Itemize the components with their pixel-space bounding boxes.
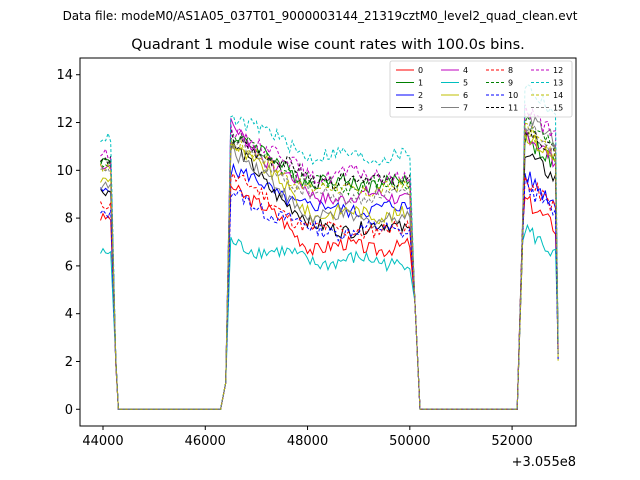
- series-line-5: [100, 223, 559, 410]
- series-line-3: [100, 140, 559, 410]
- legend-label-7: 7: [463, 104, 468, 113]
- series-line-8: [100, 172, 559, 410]
- series-line-4: [100, 118, 559, 410]
- series-line-11: [100, 127, 559, 410]
- legend-label-10: 10: [508, 91, 518, 100]
- x-axis: 44000 46000 48000 50000 52000: [82, 426, 533, 449]
- legend-label-1: 1: [418, 79, 423, 88]
- legend-label-12: 12: [553, 66, 563, 75]
- x-tick-label: 52000: [491, 434, 532, 449]
- x-offset-label: +3.055e8: [512, 455, 576, 470]
- figure-suptitle: Data file: modeM0/AS1A05_037T01_90000031…: [63, 9, 578, 23]
- legend-label-5: 5: [463, 79, 468, 88]
- legend-label-4: 4: [463, 66, 468, 75]
- series-line-12: [100, 104, 559, 410]
- y-tick-label: 0: [65, 403, 73, 418]
- legend-label-14: 14: [553, 91, 563, 100]
- y-tick-label: 4: [65, 307, 73, 322]
- series-line-2: [100, 162, 559, 410]
- y-axis: 0 2 4 6 8 10 12 14: [56, 68, 80, 418]
- series-line-6: [100, 129, 559, 410]
- plot-frame: [79, 57, 577, 427]
- chart-title: Quadrant 1 module wise count rates with …: [131, 37, 525, 53]
- x-tick-label: 48000: [287, 434, 328, 449]
- legend-label-8: 8: [508, 66, 513, 75]
- series-line-7: [100, 112, 559, 410]
- x-tick-label: 44000: [82, 434, 123, 449]
- legend-label-3: 3: [418, 104, 423, 113]
- legend-label-9: 9: [508, 79, 513, 88]
- legend-box: [389, 60, 573, 118]
- y-tick-label: 10: [56, 164, 73, 179]
- legend-label-6: 6: [463, 91, 468, 100]
- series-line-1: [100, 131, 559, 410]
- legend-label-2: 2: [418, 91, 423, 100]
- series-lines: [100, 84, 559, 410]
- y-tick-label: 12: [56, 116, 73, 131]
- series-line-9: [100, 115, 559, 410]
- legend-label-13: 13: [553, 79, 563, 88]
- x-tick-label: 50000: [389, 434, 430, 449]
- legend-label-0: 0: [418, 66, 423, 75]
- x-tick-label: 46000: [185, 434, 226, 449]
- legend-label-15: 15: [553, 104, 563, 113]
- y-tick-label: 8: [65, 212, 73, 227]
- series-line-15: [100, 121, 559, 410]
- y-tick-label: 2: [65, 355, 73, 370]
- legend-label-11: 11: [508, 104, 518, 113]
- y-tick-label: 6: [65, 259, 73, 274]
- series-line-0: [100, 184, 559, 410]
- y-tick-label: 14: [56, 68, 73, 83]
